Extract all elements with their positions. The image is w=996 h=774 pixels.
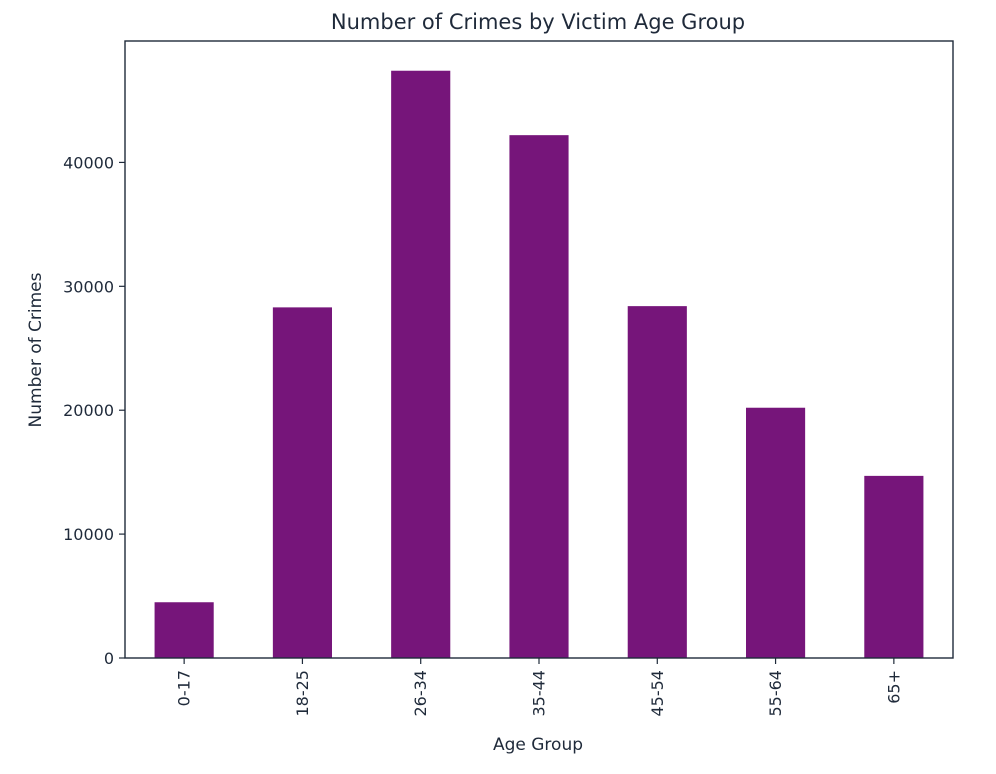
y-tick-label: 10000 (63, 525, 114, 544)
bar-65+ (864, 475, 924, 658)
x-tick-label-65+: 65+ (884, 670, 903, 704)
x-tick-label-26-34: 26-34 (411, 670, 430, 717)
y-tick-label: 40000 (63, 153, 114, 172)
y-tick-label: 30000 (63, 277, 114, 296)
x-tick-label-35-44: 35-44 (530, 670, 549, 717)
bar-18-25 (272, 307, 332, 658)
bar-26-34 (391, 70, 451, 659)
y-axis: 0 10000 20000 30000 40000 (63, 153, 125, 668)
x-tick-label-0-17: 0-17 (175, 670, 194, 706)
bars-group (154, 70, 924, 659)
bar-55-64 (746, 407, 806, 658)
y-tick-label: 20000 (63, 401, 114, 420)
y-tick-label: 0 (104, 649, 114, 668)
x-tick-label-55-64: 55-64 (766, 670, 785, 717)
y-axis-label: Number of Crimes (26, 272, 46, 427)
bar-0-17 (154, 602, 214, 658)
x-tick-label-45-54: 45-54 (648, 670, 667, 717)
bar-35-44 (509, 135, 569, 658)
x-tick-label-18-25: 18-25 (293, 670, 312, 717)
x-axis: 0-17 18-25 26-34 35-44 45-54 55-64 65+ (175, 658, 903, 717)
chart-title: Number of Crimes by Victim Age Group (331, 10, 745, 34)
bar-45-54 (627, 306, 687, 658)
x-axis-label: Age Group (493, 735, 583, 755)
